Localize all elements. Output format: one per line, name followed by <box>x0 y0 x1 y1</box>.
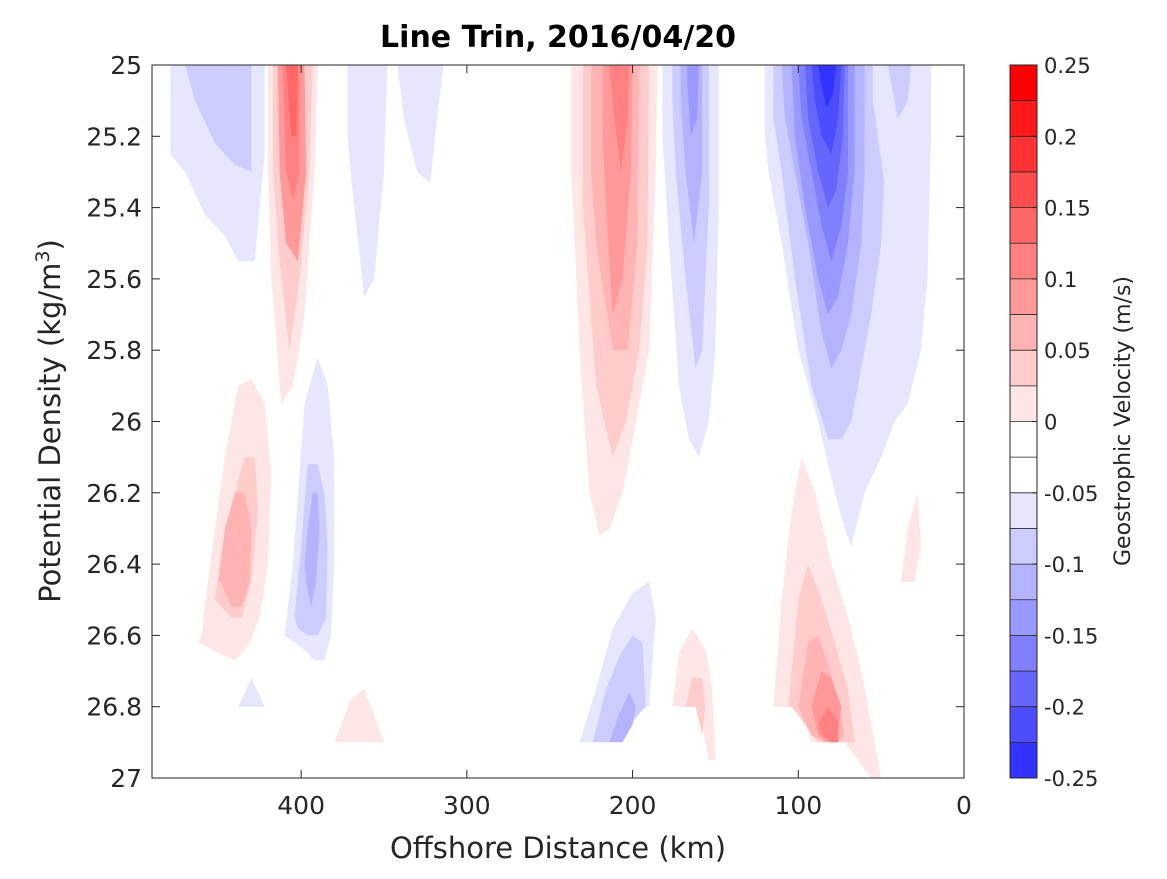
contour-pos-small-365 <box>334 688 384 743</box>
contour-level-pos-small-365-0 <box>334 688 384 743</box>
colorbar-swatch <box>1010 385 1037 422</box>
contour-level-pos-core-205-4 <box>609 65 630 172</box>
contour-level-neg-deep-205-2 <box>609 692 636 743</box>
contour-field <box>170 65 931 778</box>
contour-pos-thin-30 <box>901 492 921 582</box>
contour-level-neg-core-40-1 <box>887 65 911 119</box>
y-tick-label: 25.6 <box>86 265 142 294</box>
colorbar-swatch <box>1010 742 1037 778</box>
y-tick-label: 27 <box>110 764 142 793</box>
colorbar-tick-label: -0.05 <box>1044 482 1098 506</box>
contour-level-neg-core-40-0 <box>872 65 931 279</box>
colorbar-swatch <box>1010 564 1037 600</box>
colorbar-swatch <box>1010 350 1037 386</box>
y-axis-label-main: Potential Density (kg/m <box>33 263 67 603</box>
colorbar-swatch <box>1010 492 1037 529</box>
colorbar-swatch <box>1010 243 1037 279</box>
contour-neg-deep-205 <box>579 581 656 743</box>
y-tick-label: 25.2 <box>86 122 142 151</box>
colorbar-tick-label: 0 <box>1044 411 1057 435</box>
contour-neg-core-165 <box>662 65 719 458</box>
colorbar-swatch <box>1010 136 1037 172</box>
contour-pos-core-205 <box>571 65 658 536</box>
contour-neg-core-40 <box>872 65 931 279</box>
colorbar-tick-label: -0.2 <box>1044 696 1085 720</box>
colorbar-tick-label: -0.25 <box>1044 767 1098 791</box>
colorbar-tick-label: -0.1 <box>1044 553 1085 577</box>
contour-level-neg-small-430-0 <box>238 678 265 707</box>
contour-pos-core-405 <box>268 65 318 404</box>
contour-neg-thin-325 <box>397 65 444 183</box>
contour-level-pos-deep-165-1 <box>685 678 706 736</box>
colorbar <box>1010 65 1037 778</box>
chart-title: Line Trin, 2016/04/20 <box>380 20 736 55</box>
contour-level-pos-thin-30-0 <box>901 492 921 582</box>
contour-level-neg-core-80-7 <box>818 65 837 108</box>
colorbar-tick-label: 0.05 <box>1044 339 1091 363</box>
colorbar-label: Geostrophic Velocity (m/s) <box>1111 276 1136 566</box>
contour-level-neg-core-165-3 <box>687 65 699 137</box>
x-axis-ticks: 400 300 200 100 0 <box>277 65 972 820</box>
colorbar-swatch <box>1010 457 1037 493</box>
contour-level-neg-thin-325-0 <box>397 65 444 183</box>
x-axis-label: Offshore Distance (km) <box>390 831 726 865</box>
y-tick-label: 25.8 <box>86 336 142 365</box>
colorbar-tick-label: 0.25 <box>1044 54 1091 78</box>
contour-pos-deep-440 <box>198 378 272 661</box>
contour-pos-deep-165 <box>672 628 716 761</box>
colorbar-swatch <box>1010 65 1037 101</box>
y-tick-label: 26.8 <box>86 693 142 722</box>
x-tick-label: 200 <box>609 791 657 820</box>
x-tick-label: 100 <box>774 791 822 820</box>
colorbar-swatch <box>1010 100 1037 137</box>
x-tick-label: 0 <box>956 791 972 820</box>
colorbar-ticks: 0.25 0.2 0.15 0.1 0.05 0 -0.05 -0.1 -0.15 -0.2 -0.… <box>1032 54 1098 791</box>
colorbar-swatch <box>1010 706 1037 743</box>
contour-neg-thin-360 <box>347 65 388 297</box>
colorbar-tick-label: 0.2 <box>1044 125 1077 149</box>
y-axis-label-close: ) <box>33 239 67 250</box>
y-tick-label: 26 <box>110 408 142 437</box>
y-tick-label: 25 <box>110 51 142 80</box>
colorbar-swatch <box>1010 599 1037 636</box>
colorbar-swatch <box>1010 671 1037 707</box>
contour-neg-deep-395 <box>284 357 335 661</box>
colorbar-tick-label: 0.1 <box>1044 268 1077 292</box>
y-axis-label-sup: 3 <box>32 250 54 262</box>
x-tick-label: 400 <box>277 791 325 820</box>
x-tick-label: 300 <box>443 791 491 820</box>
colorbar-swatch <box>1010 207 1037 244</box>
y-tick-label: 25.4 <box>86 194 142 223</box>
contour-level-neg-offshore-left-1 <box>185 65 252 172</box>
colorbar-swatch <box>1010 635 1037 672</box>
contour-level-pos-core-405-4 <box>286 65 298 137</box>
colorbar-swatch <box>1010 421 1037 458</box>
colorbar-tick-label: 0.15 <box>1044 197 1091 221</box>
colorbar-swatch <box>1010 528 1037 565</box>
y-axis-label: Potential Density (kg/m3) <box>32 239 67 603</box>
colorbar-swatch <box>1010 171 1037 208</box>
contour-level-pos-deep-90-4 <box>818 706 839 743</box>
contour-level-neg-thin-360-0 <box>347 65 388 297</box>
y-axis-ticks: 25 25.2 25.4 25.6 25.8 26 26.2 26.4 26.6 26.8 27 <box>86 51 964 793</box>
colorbar-swatch <box>1010 278 1037 315</box>
y-tick-label: 26.4 <box>86 550 142 579</box>
contour-neg-core-80 <box>765 65 931 547</box>
y-tick-label: 26.6 <box>86 621 142 650</box>
contour-level-neg-core-80-6 <box>811 65 842 155</box>
contour-level-pos-deep-440-2 <box>218 492 252 607</box>
contour-neg-small-430 <box>238 678 265 707</box>
y-tick-label: 26.2 <box>86 479 142 508</box>
colorbar-tick-label: -0.15 <box>1044 624 1098 648</box>
contour-level-neg-deep-395-2 <box>304 492 320 607</box>
contour-neg-offshore-left <box>170 65 265 262</box>
contour-pos-deep-90 <box>773 457 882 778</box>
colorbar-swatch <box>1010 314 1037 351</box>
